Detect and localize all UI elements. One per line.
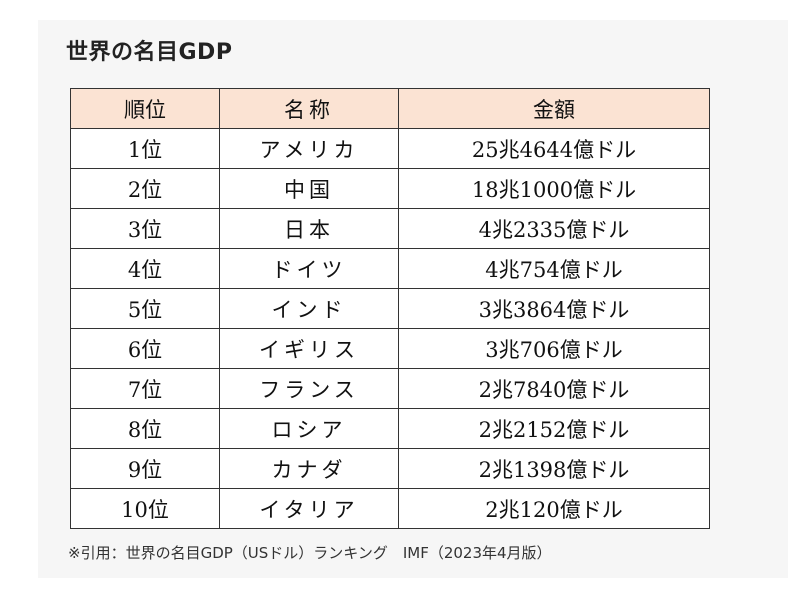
rank-cell: 2位 [70, 168, 220, 209]
amount-cell: 18兆1000億ドル [398, 168, 710, 209]
rank-cell: 3位 [70, 208, 220, 249]
country-cell: 中国 [219, 168, 399, 209]
country-cell: ロシア [219, 408, 399, 449]
country-cell: イギリス [219, 328, 399, 369]
header-amount: 金額 [398, 88, 710, 129]
page-title: 世界の名目GDP [66, 40, 233, 65]
table-row: 5位 インド 3兆3864億ドル [70, 288, 710, 329]
header-rank: 順位 [70, 88, 220, 129]
amount-cell: 2兆2152億ドル [398, 408, 710, 449]
rank-cell: 7位 [70, 368, 220, 409]
table-row: 2位 中国 18兆1000億ドル [70, 168, 710, 209]
rank-cell: 5位 [70, 288, 220, 329]
amount-cell: 2兆1398億ドル [398, 448, 710, 489]
amount-cell: 2兆120億ドル [398, 488, 710, 529]
header-name: 名称 [219, 88, 399, 129]
rank-cell: 6位 [70, 328, 220, 369]
table-row: 8位 ロシア 2兆2152億ドル [70, 408, 710, 449]
table-row: 1位 アメリカ 25兆4644億ドル [70, 128, 710, 169]
content-card: 世界の名目GDP 順位 名称 金額 1位 アメリカ 25兆4644億ドル 2位 … [38, 20, 788, 578]
table-row: 3位 日本 4兆2335億ドル [70, 208, 710, 249]
country-cell: インド [219, 288, 399, 329]
amount-cell: 3兆3864億ドル [398, 288, 710, 329]
source-note: ※引用：世界の名目GDP（USドル）ランキング IMF（2023年4月版） [68, 544, 552, 562]
country-cell: フランス [219, 368, 399, 409]
amount-cell: 3兆706億ドル [398, 328, 710, 369]
country-cell: カナダ [219, 448, 399, 489]
rank-cell: 9位 [70, 448, 220, 489]
country-cell: イタリア [219, 488, 399, 529]
country-cell: アメリカ [219, 128, 399, 169]
table-header-row: 順位 名称 金額 [70, 88, 710, 129]
country-cell: 日本 [219, 208, 399, 249]
amount-cell: 25兆4644億ドル [398, 128, 710, 169]
country-cell: ドイツ [219, 248, 399, 289]
rank-cell: 10位 [70, 488, 220, 529]
table-row: 7位 フランス 2兆7840億ドル [70, 368, 710, 409]
rank-cell: 4位 [70, 248, 220, 289]
rank-cell: 8位 [70, 408, 220, 449]
amount-cell: 4兆754億ドル [398, 248, 710, 289]
table-row: 9位 カナダ 2兆1398億ドル [70, 448, 710, 489]
amount-cell: 2兆7840億ドル [398, 368, 710, 409]
gdp-ranking-table: 順位 名称 金額 1位 アメリカ 25兆4644億ドル 2位 中国 18兆100… [70, 88, 710, 529]
table-row: 6位 イギリス 3兆706億ドル [70, 328, 710, 369]
table-row: 4位 ドイツ 4兆754億ドル [70, 248, 710, 289]
table-row: 10位 イタリア 2兆120億ドル [70, 488, 710, 529]
rank-cell: 1位 [70, 128, 220, 169]
amount-cell: 4兆2335億ドル [398, 208, 710, 249]
